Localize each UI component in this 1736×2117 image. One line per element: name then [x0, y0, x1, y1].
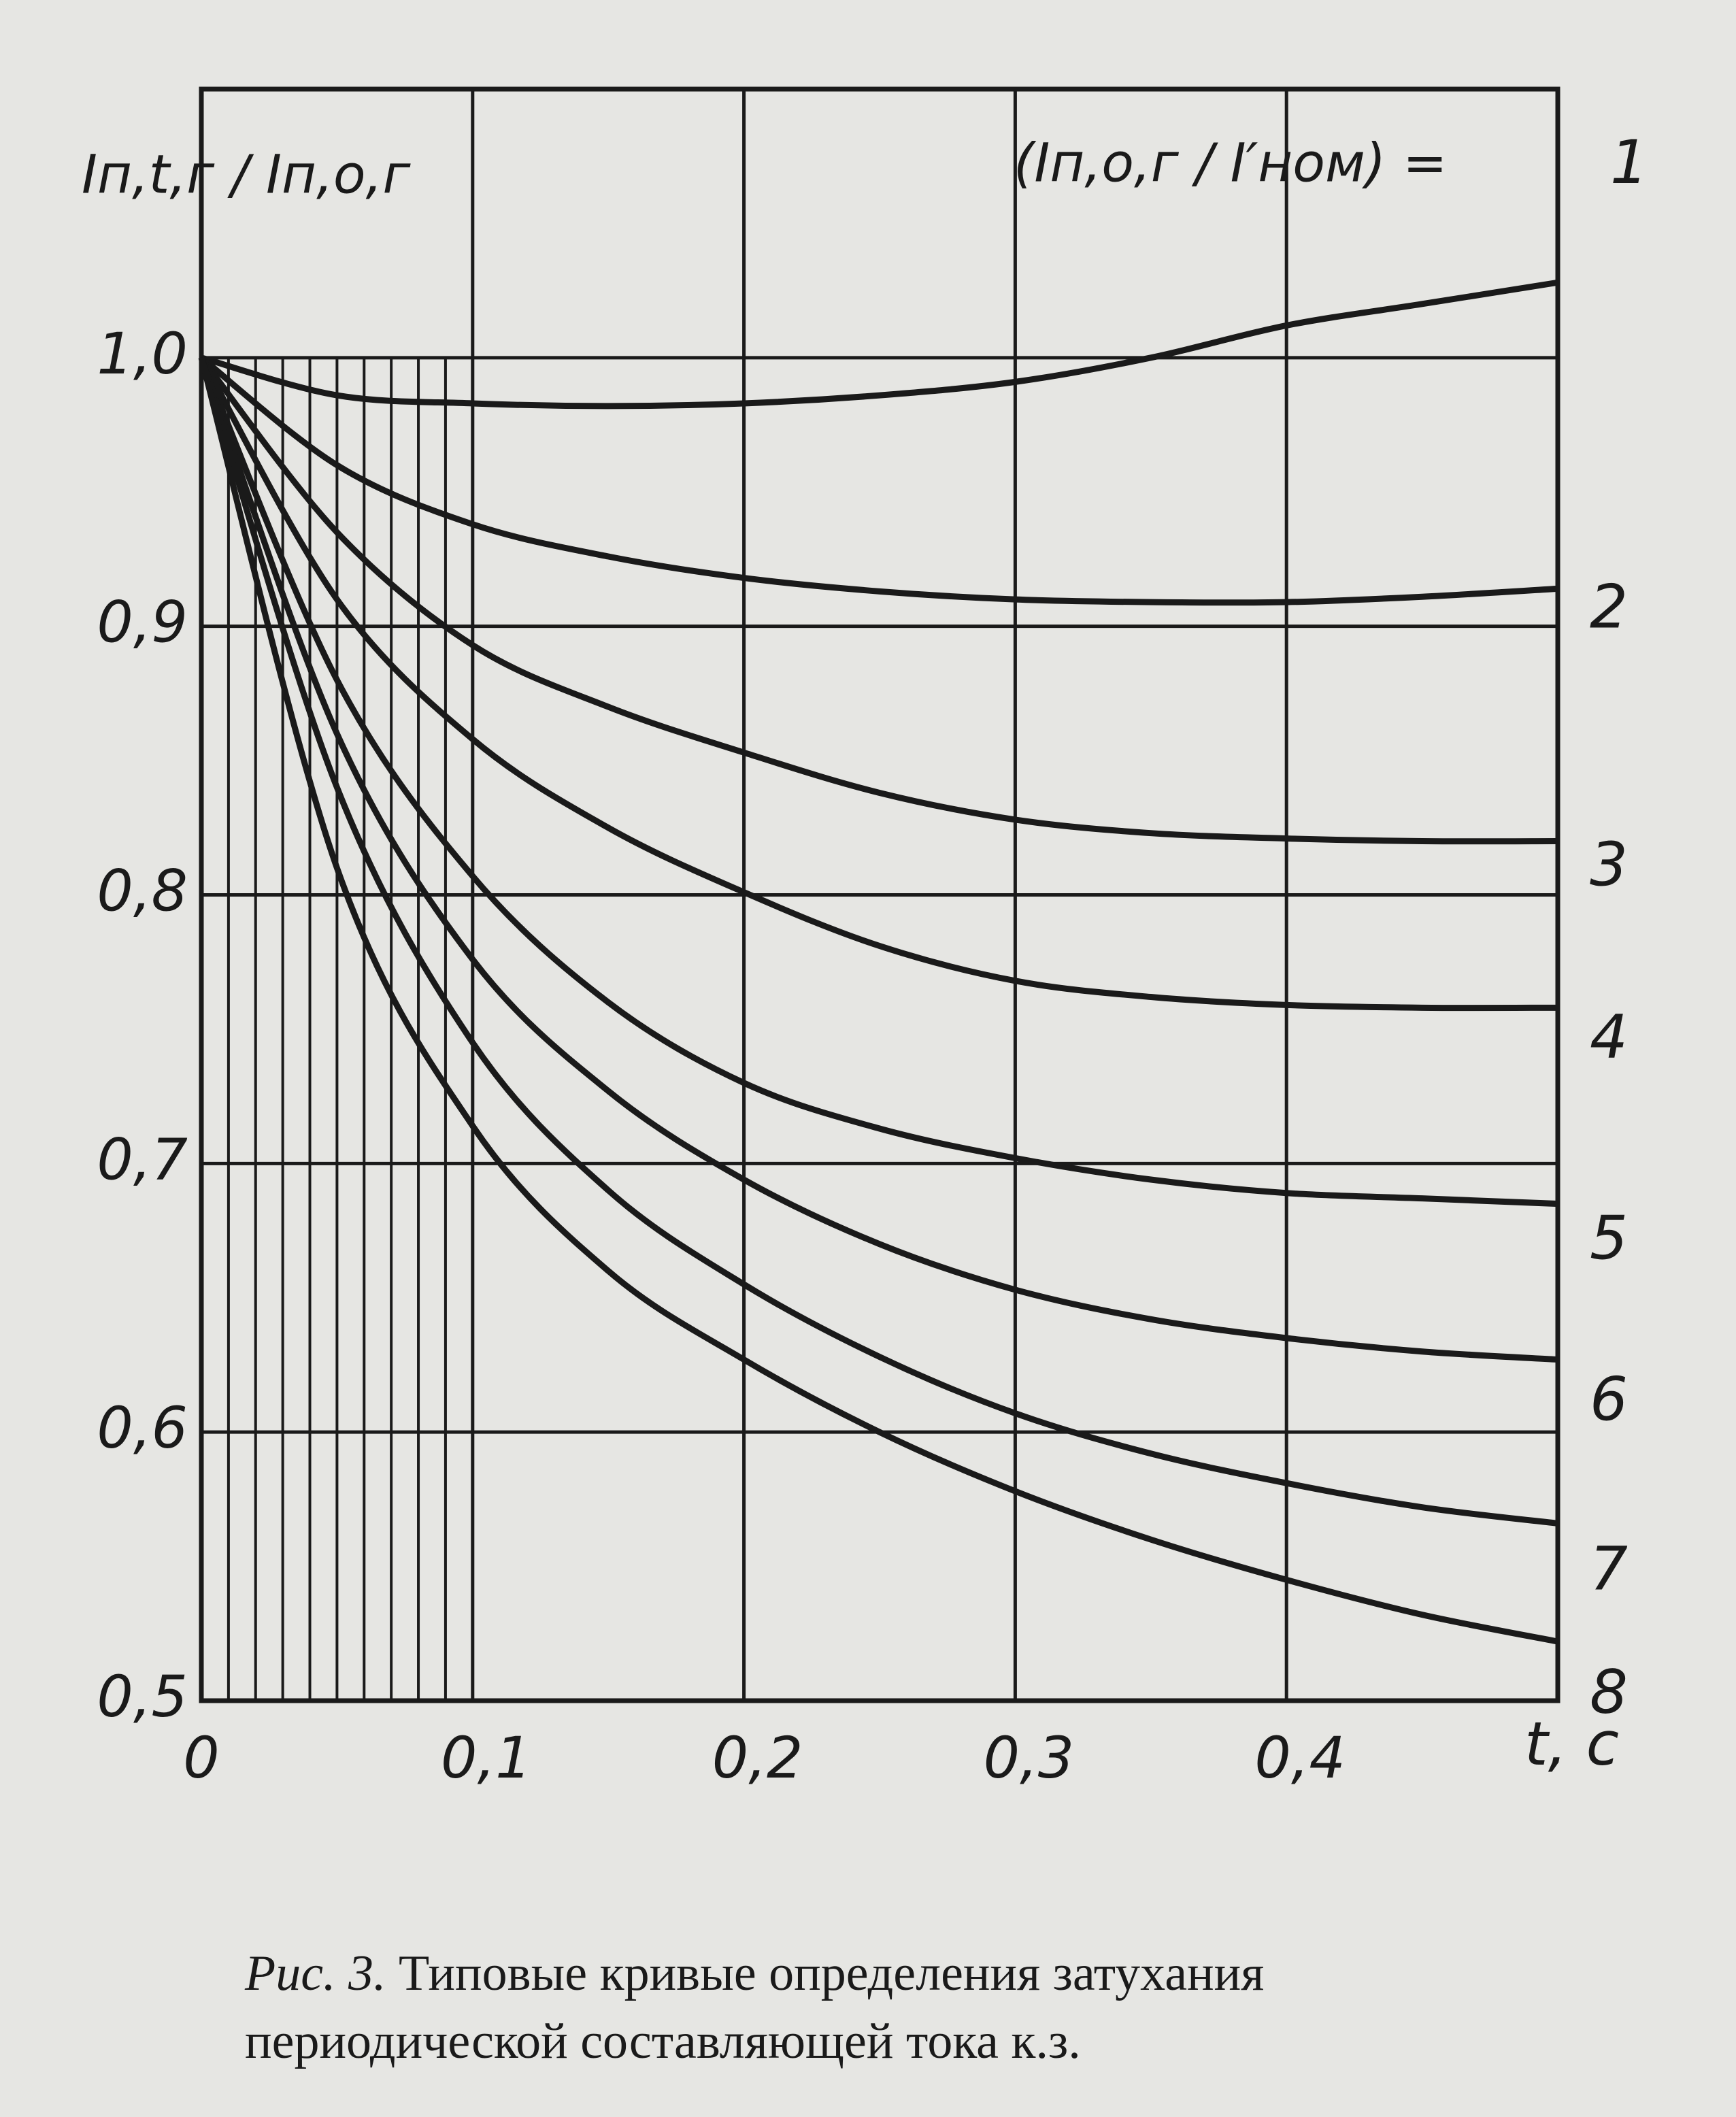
- x-tick-label: 0,3: [984, 1724, 1075, 1791]
- x-axis-label: t, c: [1524, 1709, 1619, 1779]
- legend-label: 7: [1590, 1533, 1628, 1603]
- legend-label: 3: [1590, 829, 1628, 899]
- curve: [198, 356, 1558, 1363]
- legend-label: 8: [1590, 1657, 1628, 1727]
- x-tick-label: 0,2: [712, 1724, 803, 1791]
- curve: [199, 356, 1558, 1012]
- y-tick-label: 0,6: [97, 1395, 188, 1461]
- caption-label: Рис. 3.: [244, 1946, 386, 2001]
- legend-label: 6: [1590, 1364, 1628, 1434]
- curve: [199, 355, 1558, 606]
- y-tick-label: 0,7: [97, 1126, 188, 1193]
- y-axis-label: Iп,t,г / Iп,о,г: [82, 144, 411, 205]
- legend-label: 1: [1610, 127, 1648, 197]
- x-tick-label: 0,1: [441, 1724, 532, 1791]
- legend-label: 4: [1590, 1001, 1628, 1071]
- y-tick-label: 0,8: [97, 857, 188, 924]
- y-tick-label: 0,5: [97, 1663, 188, 1730]
- legend-label: 2: [1590, 571, 1628, 641]
- legend-label: 5: [1590, 1203, 1628, 1273]
- x-tick-label: 0: [183, 1724, 219, 1791]
- caption-line: Типовые кривые определения затухания: [399, 1946, 1264, 2001]
- curve: [198, 356, 1558, 1207]
- caption-line: периодической составляющей тока к.з.: [245, 2014, 1081, 2069]
- curve: [200, 279, 1558, 410]
- curve: [198, 356, 1558, 1645]
- y-tick-label: 1,0: [97, 320, 188, 387]
- y-tick-label: 0,9: [97, 589, 188, 656]
- curve: [199, 356, 1558, 845]
- legend-title: (Iп,о,г / I′ном) =: [1014, 133, 1447, 194]
- x-tick-label: 0,4: [1254, 1724, 1346, 1791]
- curve: [198, 356, 1558, 1527]
- caption: Рис. 3. Типовые кривые определения затух…: [244, 1946, 1264, 2001]
